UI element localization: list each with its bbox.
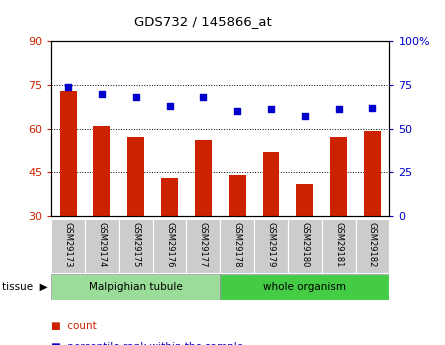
Bar: [93, 126, 110, 216]
Text: GDS732 / 145866_at: GDS732 / 145866_at: [134, 14, 272, 28]
Bar: [263, 152, 279, 216]
Bar: [220, 219, 254, 273]
Bar: [60, 91, 77, 216]
Point: [200, 95, 207, 100]
Text: GSM29182: GSM29182: [368, 222, 377, 267]
Point: [335, 107, 342, 112]
Text: GSM29174: GSM29174: [97, 222, 106, 267]
Point: [369, 105, 376, 110]
Point: [65, 84, 72, 89]
Text: ■  count: ■ count: [51, 321, 97, 331]
Text: GSM29180: GSM29180: [300, 222, 309, 267]
Point: [301, 114, 308, 119]
Bar: [51, 274, 220, 300]
Bar: [220, 274, 389, 300]
Bar: [85, 219, 119, 273]
Text: GSM29178: GSM29178: [233, 222, 242, 267]
Bar: [220, 274, 389, 300]
Bar: [51, 274, 220, 300]
Point: [166, 103, 173, 109]
Bar: [296, 184, 313, 216]
Bar: [254, 219, 288, 273]
Text: ■  percentile rank within the sample: ■ percentile rank within the sample: [51, 342, 243, 345]
Bar: [51, 219, 85, 273]
Bar: [153, 219, 186, 273]
Text: Malpighian tubule: Malpighian tubule: [89, 282, 182, 292]
Bar: [330, 137, 347, 216]
Bar: [364, 131, 381, 216]
Bar: [186, 219, 220, 273]
Text: whole organism: whole organism: [263, 282, 346, 292]
Bar: [195, 140, 212, 216]
Text: GSM29173: GSM29173: [64, 222, 73, 267]
Text: tissue  ▶: tissue ▶: [2, 282, 48, 292]
Bar: [161, 178, 178, 216]
Point: [267, 107, 275, 112]
Text: GSM29175: GSM29175: [131, 222, 140, 267]
Bar: [322, 219, 356, 273]
Text: GSM29177: GSM29177: [199, 222, 208, 267]
Text: GSM29181: GSM29181: [334, 222, 343, 267]
Bar: [356, 219, 389, 273]
Text: GSM29179: GSM29179: [267, 222, 275, 267]
Bar: [119, 219, 153, 273]
Point: [98, 91, 105, 96]
Point: [132, 95, 139, 100]
Bar: [127, 137, 144, 216]
Bar: [288, 219, 322, 273]
Bar: [229, 175, 246, 216]
Point: [234, 108, 241, 114]
Text: GSM29176: GSM29176: [165, 222, 174, 267]
